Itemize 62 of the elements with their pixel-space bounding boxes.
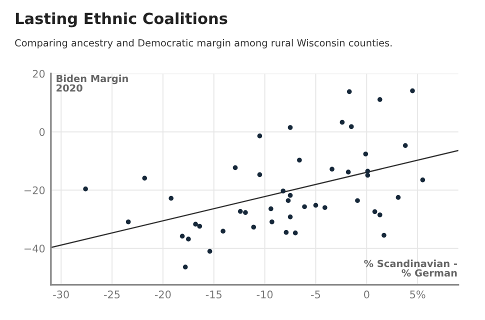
point xyxy=(288,192,293,198)
chart-title: Lasting Ethnic Coalitions xyxy=(16,12,228,28)
point xyxy=(410,88,415,94)
point xyxy=(322,205,328,210)
point xyxy=(207,248,212,254)
point xyxy=(346,89,352,94)
point xyxy=(168,196,174,201)
point xyxy=(363,152,368,156)
point xyxy=(243,210,248,215)
x-tick-label: 5% xyxy=(410,290,426,298)
point xyxy=(355,198,360,204)
y-axis-title: Biden Margin 2020 xyxy=(56,74,128,92)
point xyxy=(280,188,286,194)
point xyxy=(257,172,262,178)
point xyxy=(420,178,426,182)
point xyxy=(251,224,256,230)
y-tick-label: −20 xyxy=(24,186,45,194)
point xyxy=(288,125,293,130)
x-axis-title: % Scandinavian - % German xyxy=(364,260,457,277)
point xyxy=(377,212,382,218)
point xyxy=(270,219,274,224)
x-tick-label: -20 xyxy=(154,290,171,298)
point xyxy=(193,222,198,227)
point xyxy=(232,165,238,170)
point xyxy=(284,230,289,235)
chart-subtitle: Comparing ancestry and Democratic margin among rural Wisconsin counties. xyxy=(15,39,392,48)
y-tick-label: −40 xyxy=(24,244,45,252)
point xyxy=(297,158,302,163)
x-tick-label: 0 xyxy=(364,290,370,298)
x-tick-label: -30 xyxy=(53,290,69,298)
point xyxy=(330,166,334,172)
point xyxy=(180,234,185,239)
point xyxy=(257,134,262,138)
point xyxy=(377,97,382,102)
point xyxy=(340,120,345,125)
point xyxy=(286,198,291,204)
point xyxy=(348,124,354,130)
point xyxy=(126,219,131,224)
x-tick-label: -10 xyxy=(256,290,273,298)
point xyxy=(396,195,401,200)
point xyxy=(182,264,188,270)
point xyxy=(288,214,293,220)
point xyxy=(402,143,408,148)
point xyxy=(292,230,298,236)
point xyxy=(313,202,318,208)
x-tick-label: -15 xyxy=(206,290,222,298)
point xyxy=(346,170,351,174)
point xyxy=(197,224,202,229)
point xyxy=(302,204,307,210)
point xyxy=(83,186,88,192)
x-tick-label: -5 xyxy=(311,290,320,298)
point xyxy=(268,206,274,212)
point xyxy=(382,232,386,238)
point xyxy=(372,209,378,214)
x-tick-label: -25 xyxy=(104,290,120,298)
y-tick-label: 0 xyxy=(39,128,45,136)
point xyxy=(186,236,191,242)
y-tick-label: 20 xyxy=(32,70,45,78)
point xyxy=(220,228,226,234)
point xyxy=(238,208,243,214)
point xyxy=(365,172,370,178)
point xyxy=(142,176,148,181)
